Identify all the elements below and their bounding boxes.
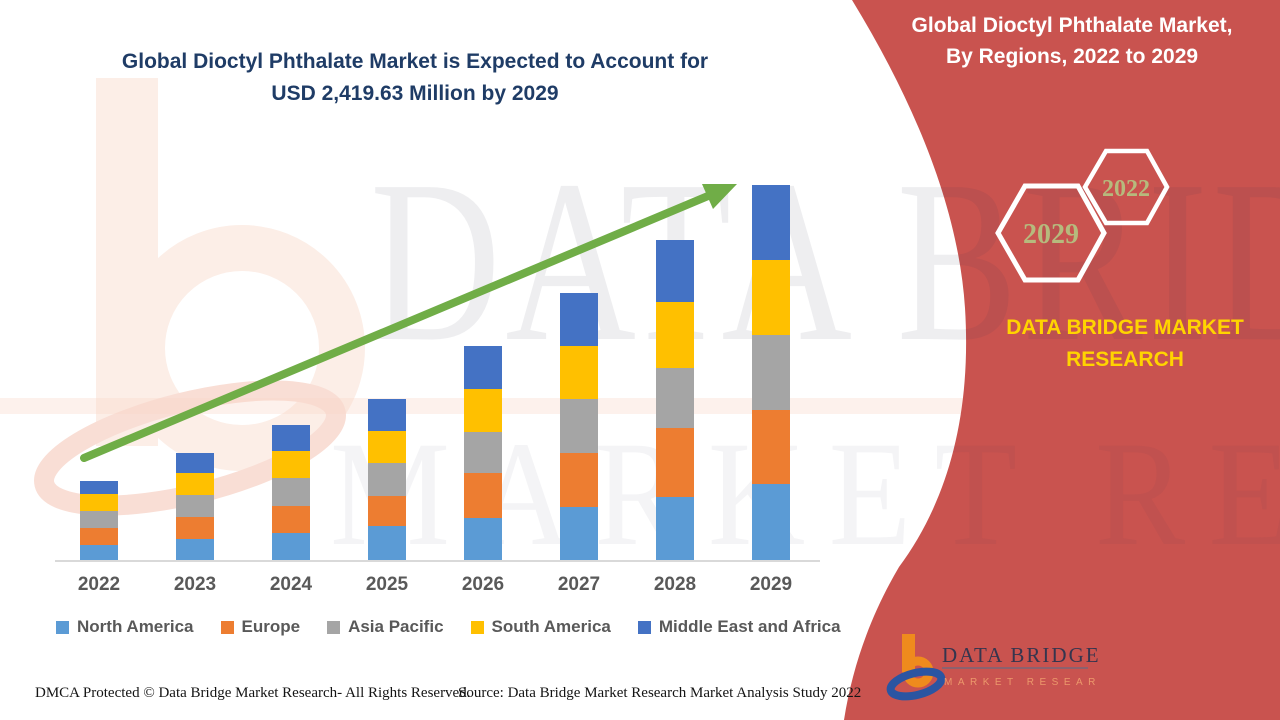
bar-segment-2026-middle-east-and-africa xyxy=(464,346,502,390)
legend-swatch-asia-pacific xyxy=(327,620,341,634)
bar-2028 xyxy=(656,239,694,560)
bar-segment-2027-europe xyxy=(560,453,598,507)
bar-segment-2027-north-america xyxy=(560,507,598,560)
logo-d-swoosh xyxy=(886,667,946,701)
legend-label-south-america: South America xyxy=(491,617,611,636)
logo-tagline: MARKET RESEARCH xyxy=(944,677,1100,688)
bar-segment-2024-asia-pacific xyxy=(272,478,310,506)
bar-segment-2025-asia-pacific xyxy=(368,463,406,496)
bar-segment-2026-europe xyxy=(464,473,502,519)
legend-item-south-america: South America xyxy=(470,615,611,639)
x-axis-label-2022: 2022 xyxy=(77,574,121,595)
legend-swatch-europe xyxy=(220,620,234,634)
bar-segment-2025-north-america xyxy=(368,526,406,560)
bar-segment-2029-north-america xyxy=(752,484,790,560)
bar-segment-2024-middle-east-and-africa xyxy=(272,425,310,451)
bar-segment-2029-asia-pacific xyxy=(752,334,790,411)
legend-item-north-america: North America xyxy=(56,615,194,639)
chart-headline-line2: USD 2,419.63 Million by 2029 xyxy=(271,82,559,105)
bar-segment-2025-south-america xyxy=(368,430,406,464)
bar-segment-2023-europe xyxy=(176,516,214,540)
panel-title-line1: Global Dioctyl Phthalate Market, xyxy=(911,14,1233,37)
copyright-text: DMCA Protected © Data Bridge Market Rese… xyxy=(35,685,471,701)
bar-segment-2025-middle-east-and-africa xyxy=(368,398,406,431)
legend-item-asia-pacific: Asia Pacific xyxy=(327,615,444,639)
hexagon-2022-label: 2022 xyxy=(1102,176,1150,202)
bar-segment-2029-europe xyxy=(752,410,790,485)
bar-segment-2023-south-america xyxy=(176,473,214,496)
legend-label-north-america: North America xyxy=(77,617,194,636)
bar-segment-2026-asia-pacific xyxy=(464,431,502,474)
x-axis-label-2025: 2025 xyxy=(365,574,409,595)
databridge-logo: DATA BRIDGE MARKET RESEARCH xyxy=(886,634,1100,701)
bar-segment-2023-middle-east-and-africa xyxy=(176,452,214,474)
brand-name: DATA BRIDGE MARKET RESEARCH xyxy=(1006,316,1244,371)
bar-2026 xyxy=(464,346,502,560)
bar-2025 xyxy=(368,398,406,560)
legend-label-middle-east-and-africa: Middle East and Africa xyxy=(658,617,841,636)
bar-segment-2022-europe xyxy=(80,527,118,545)
legend-label-europe: Europe xyxy=(241,617,301,636)
legend-item-europe: Europe xyxy=(220,615,301,639)
x-axis-label-2029: 2029 xyxy=(749,574,793,595)
bar-segment-2026-north-america xyxy=(464,518,502,560)
bar-segment-2027-middle-east-and-africa xyxy=(560,292,598,347)
bar-segment-2022-asia-pacific xyxy=(80,511,118,528)
bar-segment-2028-middle-east-and-africa xyxy=(656,239,694,303)
hexagon-2029-label: 2029 xyxy=(1023,219,1079,250)
bar-2029 xyxy=(752,185,790,560)
logo-wordmark: DATA BRIDGE xyxy=(942,643,1100,667)
bar-segment-2029-middle-east-and-africa xyxy=(752,185,790,260)
bar-segment-2026-south-america xyxy=(464,389,502,432)
bar-segment-2024-north-america xyxy=(272,533,310,560)
legend-swatch-south-america xyxy=(470,620,484,634)
chart-legend: North America Europe Asia Pacific South Ame… xyxy=(56,615,841,639)
bar-2024 xyxy=(272,425,310,560)
bar-segment-2022-middle-east-and-africa xyxy=(80,480,118,495)
x-axis-label-2024: 2024 xyxy=(269,574,313,595)
bar-2023 xyxy=(176,452,214,560)
x-axis-label-2026: 2026 xyxy=(461,574,505,595)
panel-title: Global Dioctyl Phthalate Market, By Regi… xyxy=(876,10,1268,72)
x-axis-label-2027: 2027 xyxy=(557,574,601,595)
bar-segment-2028-asia-pacific xyxy=(656,368,694,428)
bar-segment-2028-south-america xyxy=(656,302,694,369)
x-axis-label-2028: 2028 xyxy=(653,574,697,595)
bar-segment-2027-asia-pacific xyxy=(560,398,598,454)
bar-segment-2022-north-america xyxy=(80,545,118,560)
trend-arrow-head xyxy=(702,184,737,209)
chart-headline: Global Dioctyl Phthalate Market is Expec… xyxy=(60,46,770,110)
bar-segment-2027-south-america xyxy=(560,346,598,399)
bar-segment-2029-south-america xyxy=(752,259,790,335)
hexagon-2029-outline xyxy=(995,183,1107,283)
bar-2022 xyxy=(80,480,118,560)
chart-headline-line1: Global Dioctyl Phthalate Market is Expec… xyxy=(121,50,709,73)
bar-segment-2022-south-america xyxy=(80,494,118,512)
hexagon-2022-outline xyxy=(1082,148,1170,226)
bar-segment-2024-south-america xyxy=(272,450,310,479)
bar-segment-2024-europe xyxy=(272,505,310,534)
trend-arrow-shaft xyxy=(80,192,712,462)
source-text: Source: Data Bridge Market Research Mark… xyxy=(458,685,862,701)
bar-segment-2028-europe xyxy=(656,427,694,497)
bar-segment-2023-asia-pacific xyxy=(176,495,214,517)
bar-segment-2028-north-america xyxy=(656,496,694,560)
legend-swatch-north-america xyxy=(56,620,69,634)
legend-item-middle-east-and-africa: Middle East and Africa xyxy=(637,615,841,639)
legend-label-asia-pacific: Asia Pacific xyxy=(348,617,444,636)
x-axis-label-2023: 2023 xyxy=(173,574,217,595)
bar-segment-2023-north-america xyxy=(176,539,214,560)
bar-segment-2025-europe xyxy=(368,495,406,527)
bar-2027 xyxy=(560,292,598,560)
legend-swatch-middle-east-and-africa xyxy=(637,620,651,634)
x-axis-line xyxy=(55,560,820,562)
panel-title-line2: By Regions, 2022 to 2029 xyxy=(945,45,1199,68)
